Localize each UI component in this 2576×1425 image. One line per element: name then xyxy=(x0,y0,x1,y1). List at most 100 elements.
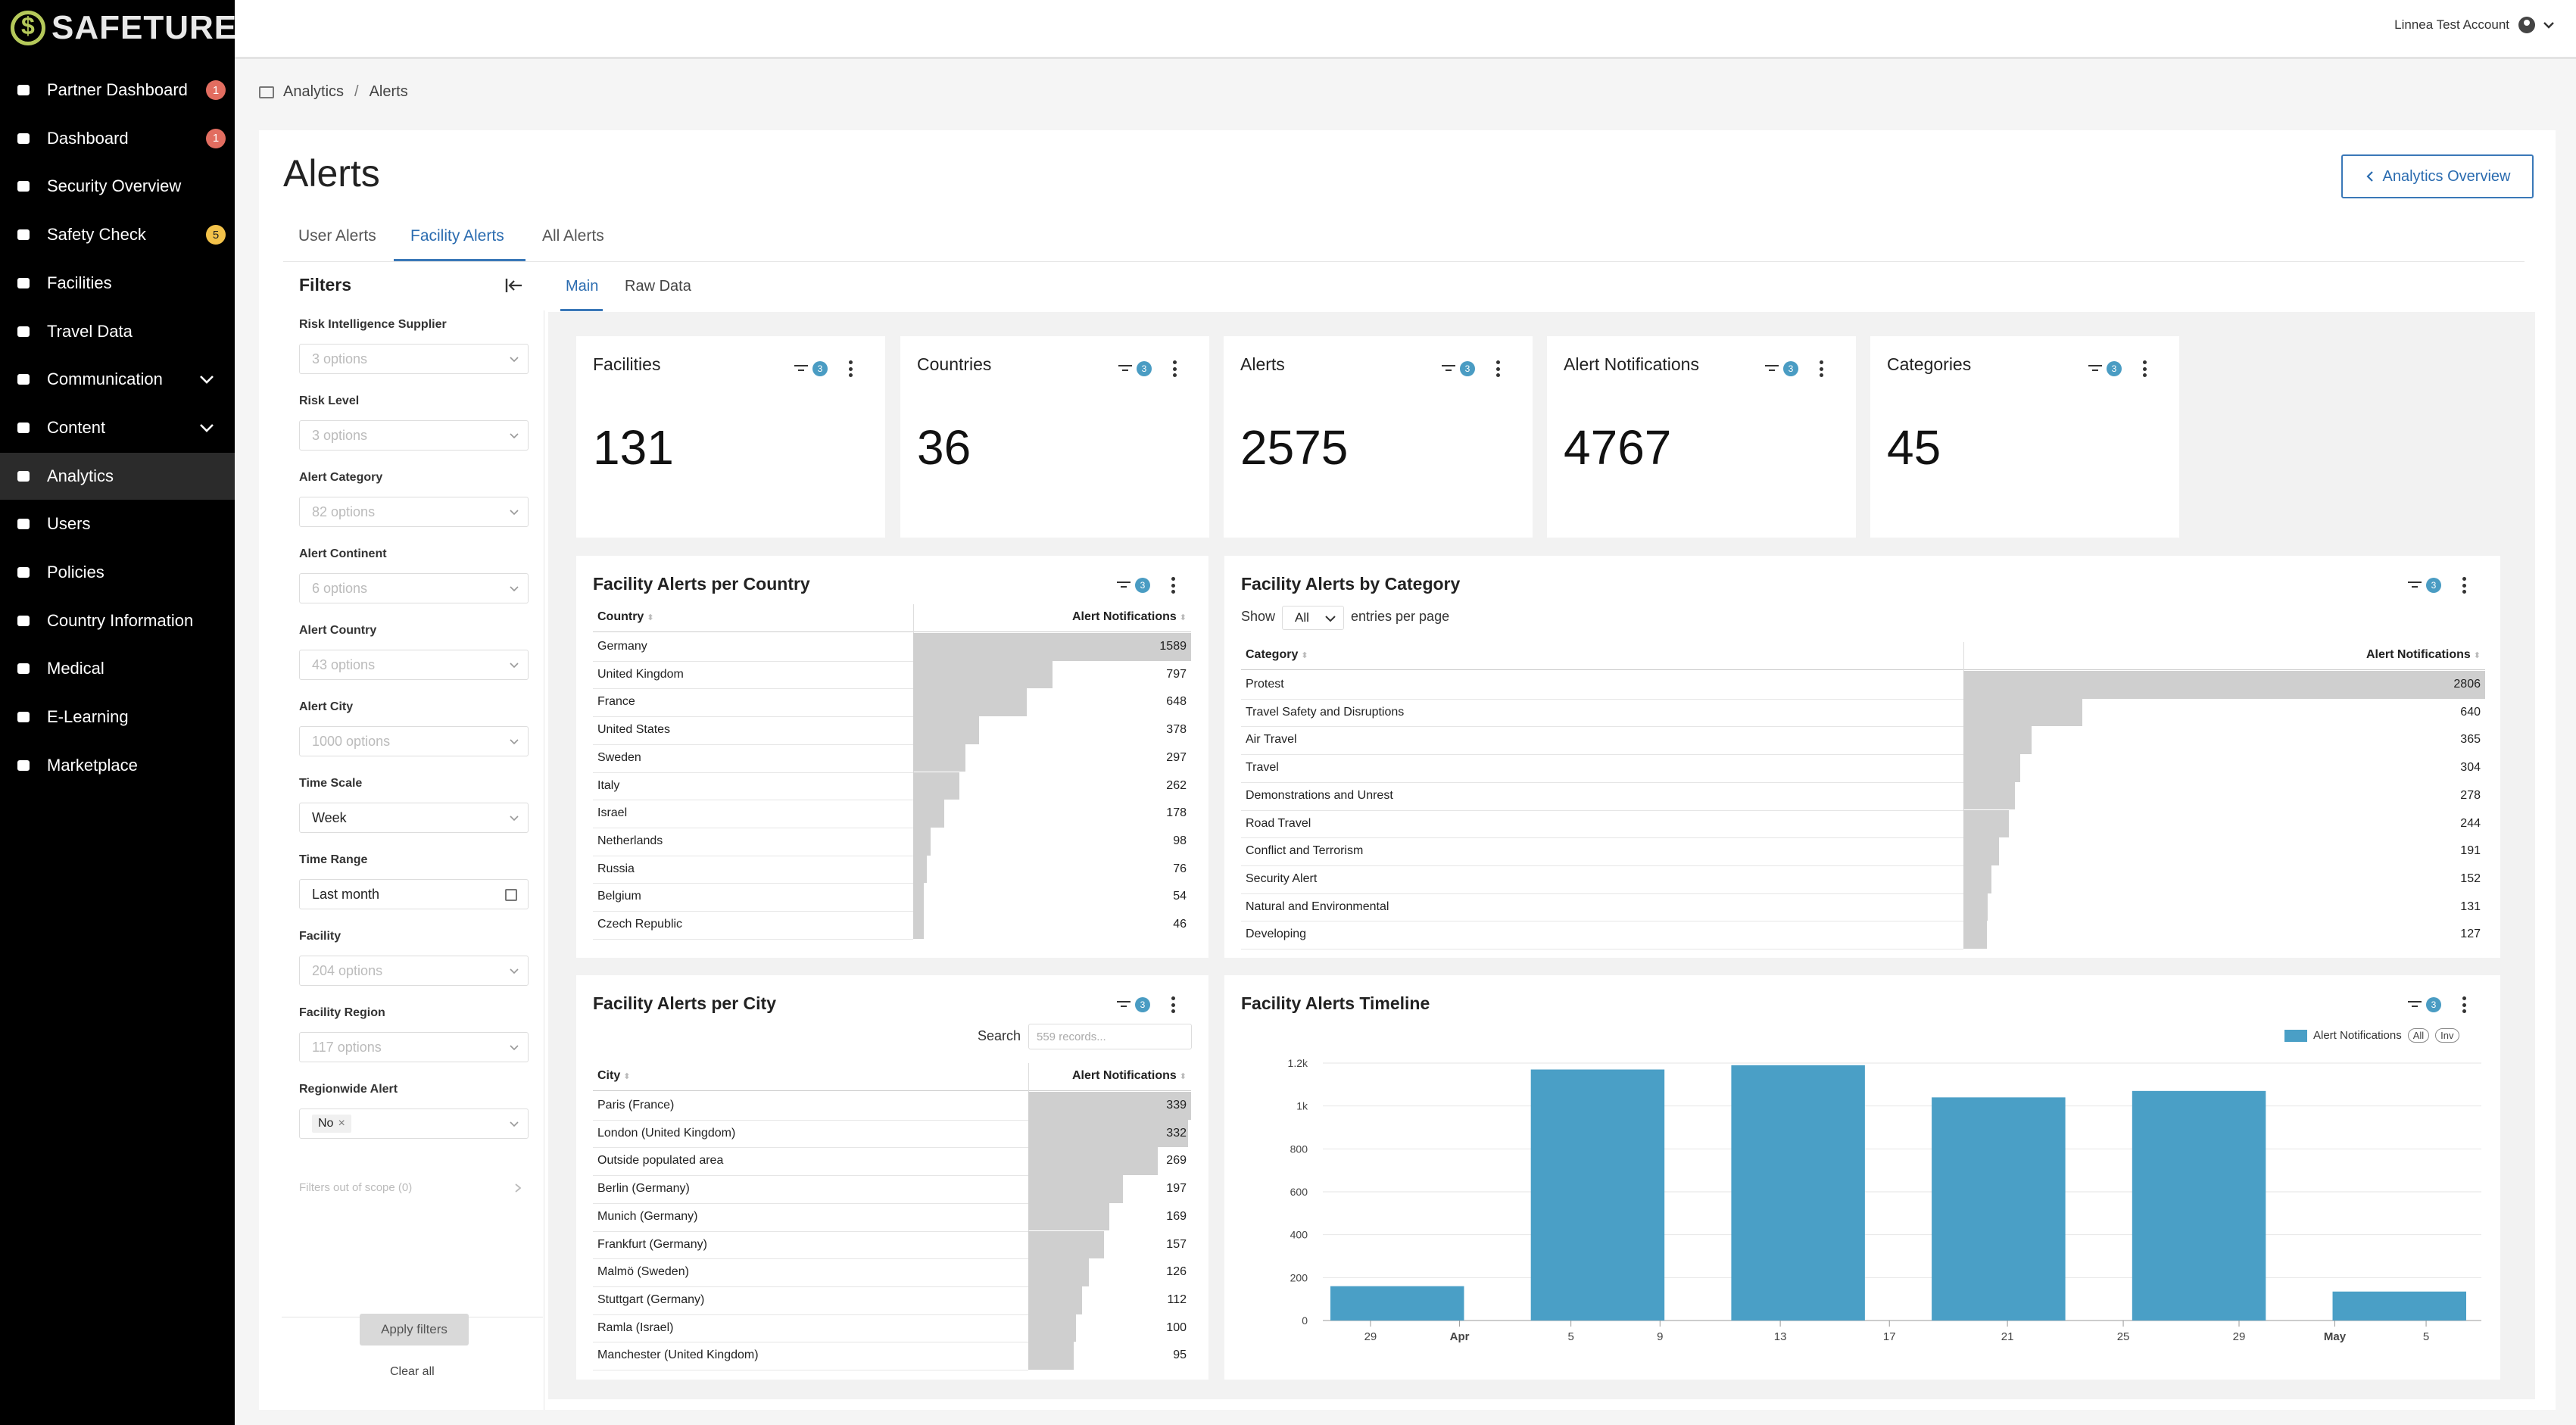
table-row[interactable]: Developing 127 xyxy=(1241,921,2485,949)
table-row[interactable]: Munich (Germany) 169 xyxy=(593,1202,1191,1231)
analytics-overview-button[interactable]: Analytics Overview xyxy=(2341,154,2534,198)
table-row[interactable]: Germany 1589 xyxy=(593,633,1191,661)
legend-series-name[interactable]: Alert Notifications xyxy=(2313,1029,2402,1042)
table-row[interactable]: Belgium 54 xyxy=(593,883,1191,911)
filter-select-time-scale[interactable]: Week xyxy=(299,803,529,833)
table-row[interactable]: Czech Republic 46 xyxy=(593,911,1191,939)
filter-select-risk-intelligence-supplier[interactable]: 3 options xyxy=(299,344,529,374)
table-row[interactable]: Protest 2806 xyxy=(1241,671,2485,699)
entries-per-page-select[interactable]: All xyxy=(1282,606,1344,630)
sidebar-item-medical[interactable]: Medical xyxy=(0,645,235,692)
table-row[interactable]: Ramla (Israel) 100 xyxy=(593,1314,1191,1342)
sidebar-item-country-information[interactable]: Country Information xyxy=(0,597,235,644)
timeline-bar[interactable] xyxy=(1932,1097,2066,1321)
more-options-icon[interactable] xyxy=(1171,996,1176,1013)
timeline-bar[interactable] xyxy=(1530,1069,1665,1321)
filter-icon[interactable] xyxy=(1117,580,1131,591)
filter-icon[interactable] xyxy=(2088,363,2102,374)
clear-all-link[interactable]: Clear all xyxy=(390,1365,435,1378)
apply-filters-button[interactable]: Apply filters xyxy=(360,1314,469,1345)
legend-invert-button[interactable]: Inv xyxy=(2435,1028,2459,1043)
table-row[interactable]: London (United Kingdom) 332 xyxy=(593,1119,1191,1148)
column-header-country[interactable]: Country ⬍ xyxy=(597,610,654,623)
sidebar-item-users[interactable]: Users xyxy=(0,500,235,547)
filter-select-alert-category[interactable]: 82 options xyxy=(299,497,529,527)
filter-select-facility[interactable]: 204 options xyxy=(299,956,529,986)
tab-all-alerts[interactable]: All Alerts xyxy=(542,227,604,245)
table-row[interactable]: Italy 262 xyxy=(593,772,1191,800)
filter-select-alert-continent[interactable]: 6 options xyxy=(299,573,529,603)
table-row[interactable]: Paris (France) 339 xyxy=(593,1092,1191,1120)
filter-select-risk-level[interactable]: 3 options xyxy=(299,420,529,451)
table-row[interactable]: Air Travel 365 xyxy=(1241,726,2485,755)
timeline-bar[interactable] xyxy=(2132,1090,2266,1321)
sidebar-item-security-overview[interactable]: Security Overview xyxy=(0,163,235,210)
safeture-logo[interactable]: SAFETURE® xyxy=(11,5,245,51)
subtab-main[interactable]: Main xyxy=(566,278,599,295)
more-options-icon[interactable] xyxy=(2462,996,2467,1013)
filter-icon[interactable] xyxy=(1117,999,1131,1010)
legend-all-button[interactable]: All xyxy=(2407,1028,2430,1043)
more-options-icon[interactable] xyxy=(1496,360,1501,377)
table-row[interactable]: Stuttgart (Germany) 112 xyxy=(593,1286,1191,1314)
table-row[interactable]: Conflict and Terrorism 191 xyxy=(1241,837,2485,865)
timeline-bar[interactable] xyxy=(1731,1065,1865,1321)
tab-facility-alerts[interactable]: Facility Alerts xyxy=(410,227,504,245)
more-options-icon[interactable] xyxy=(2143,360,2147,377)
table-row[interactable]: Road Travel 244 xyxy=(1241,809,2485,838)
user-menu[interactable]: Linnea Test Account xyxy=(2394,17,2555,33)
filter-select-time-range[interactable]: Last month xyxy=(299,879,529,909)
table-row[interactable]: Netherlands 98 xyxy=(593,827,1191,856)
timeline-bar[interactable] xyxy=(1330,1286,1464,1321)
filter-icon[interactable] xyxy=(2408,580,2422,591)
table-row[interactable]: Israel 178 xyxy=(593,800,1191,828)
sidebar-item-travel-data[interactable]: Travel Data xyxy=(0,308,235,355)
filter-select-facility-region[interactable]: 117 options xyxy=(299,1032,529,1062)
table-row[interactable]: Malmö (Sweden) 126 xyxy=(593,1258,1191,1286)
sidebar-item-partner-dashboard[interactable]: Partner Dashboard 1 xyxy=(0,67,235,114)
filter-icon[interactable] xyxy=(794,363,808,374)
filter-icon[interactable] xyxy=(2408,999,2422,1010)
subtab-raw-data[interactable]: Raw Data xyxy=(625,278,691,295)
more-options-icon[interactable] xyxy=(1820,360,1824,377)
more-options-icon[interactable] xyxy=(1173,360,1177,377)
filters-out-of-scope[interactable]: Filters out of scope (0) xyxy=(299,1181,413,1194)
table-row[interactable]: Manchester (United Kingdom) 95 xyxy=(593,1342,1191,1370)
sidebar-item-communication[interactable]: Communication xyxy=(0,356,235,403)
sidebar-item-e-learning[interactable]: E-Learning xyxy=(0,694,235,741)
filter-select-regionwide-alert[interactable]: No × xyxy=(299,1109,529,1139)
table-row[interactable]: Russia 76 xyxy=(593,855,1191,884)
filter-select-alert-city[interactable]: 1000 options xyxy=(299,726,529,756)
sidebar-item-content[interactable]: Content xyxy=(0,404,235,451)
column-header-city[interactable]: City ⬍ xyxy=(597,1069,631,1082)
filter-icon[interactable] xyxy=(1765,363,1779,374)
sidebar-item-analytics[interactable]: Analytics xyxy=(0,452,235,500)
tab-user-alerts[interactable]: User Alerts xyxy=(298,227,376,245)
table-row[interactable]: Travel Safety and Disruptions 640 xyxy=(1241,698,2485,727)
table-row[interactable]: United Kingdom 797 xyxy=(593,660,1191,689)
filter-icon[interactable] xyxy=(1118,363,1132,374)
sidebar-item-marketplace[interactable]: Marketplace xyxy=(0,742,235,789)
column-header-alert-notifications[interactable]: Alert Notifications ⬍ xyxy=(2365,648,2481,661)
table-row[interactable]: Natural and Environmental 131 xyxy=(1241,893,2485,921)
more-options-icon[interactable] xyxy=(1171,577,1176,594)
column-header-alert-notifications[interactable]: Alert Notifications ⬍ xyxy=(1071,610,1187,623)
table-row[interactable]: France 648 xyxy=(593,688,1191,717)
sidebar-item-safety-check[interactable]: Safety Check 5 xyxy=(0,211,235,258)
table-row[interactable]: Berlin (Germany) 197 xyxy=(593,1175,1191,1203)
sidebar-item-facilities[interactable]: Facilities xyxy=(0,260,235,307)
table-row[interactable]: Sweden 297 xyxy=(593,744,1191,772)
table-row[interactable]: Demonstrations and Unrest 278 xyxy=(1241,781,2485,810)
filter-select-alert-country[interactable]: 43 options xyxy=(299,650,529,680)
search-input[interactable]: 559 records... xyxy=(1028,1024,1192,1049)
column-header-alert-notifications[interactable]: Alert Notifications ⬍ xyxy=(1071,1069,1187,1082)
column-header-category[interactable]: Category ⬍ xyxy=(1246,648,1308,661)
remove-chip-icon[interactable]: × xyxy=(338,1117,345,1130)
table-row[interactable]: Security Alert 152 xyxy=(1241,865,2485,893)
table-row[interactable]: United States 378 xyxy=(593,716,1191,744)
sidebar-item-policies[interactable]: Policies xyxy=(0,549,235,596)
timeline-bar[interactable] xyxy=(2332,1291,2466,1321)
collapse-panel-icon[interactable] xyxy=(504,277,524,294)
more-options-icon[interactable] xyxy=(849,360,853,377)
more-options-icon[interactable] xyxy=(2462,577,2467,594)
